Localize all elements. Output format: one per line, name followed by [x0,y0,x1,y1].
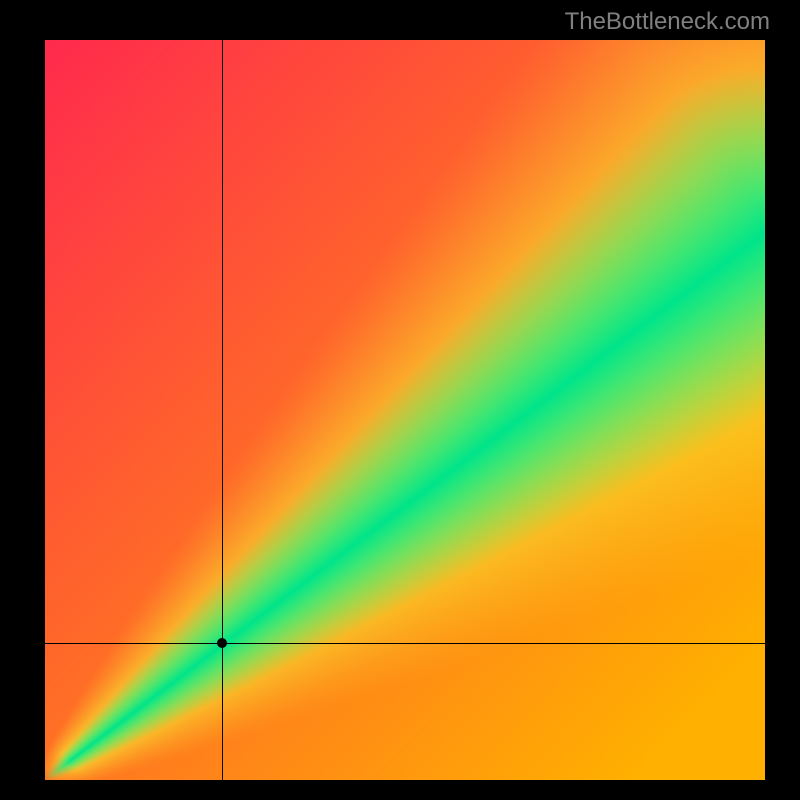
selection-marker-dot [217,638,227,648]
chart-plot-area [45,40,765,780]
watermark-text: TheBottleneck.com [565,8,770,36]
crosshair-vertical-line [222,40,223,780]
bottleneck-heatmap-canvas [45,40,765,780]
crosshair-horizontal-line [45,643,765,644]
